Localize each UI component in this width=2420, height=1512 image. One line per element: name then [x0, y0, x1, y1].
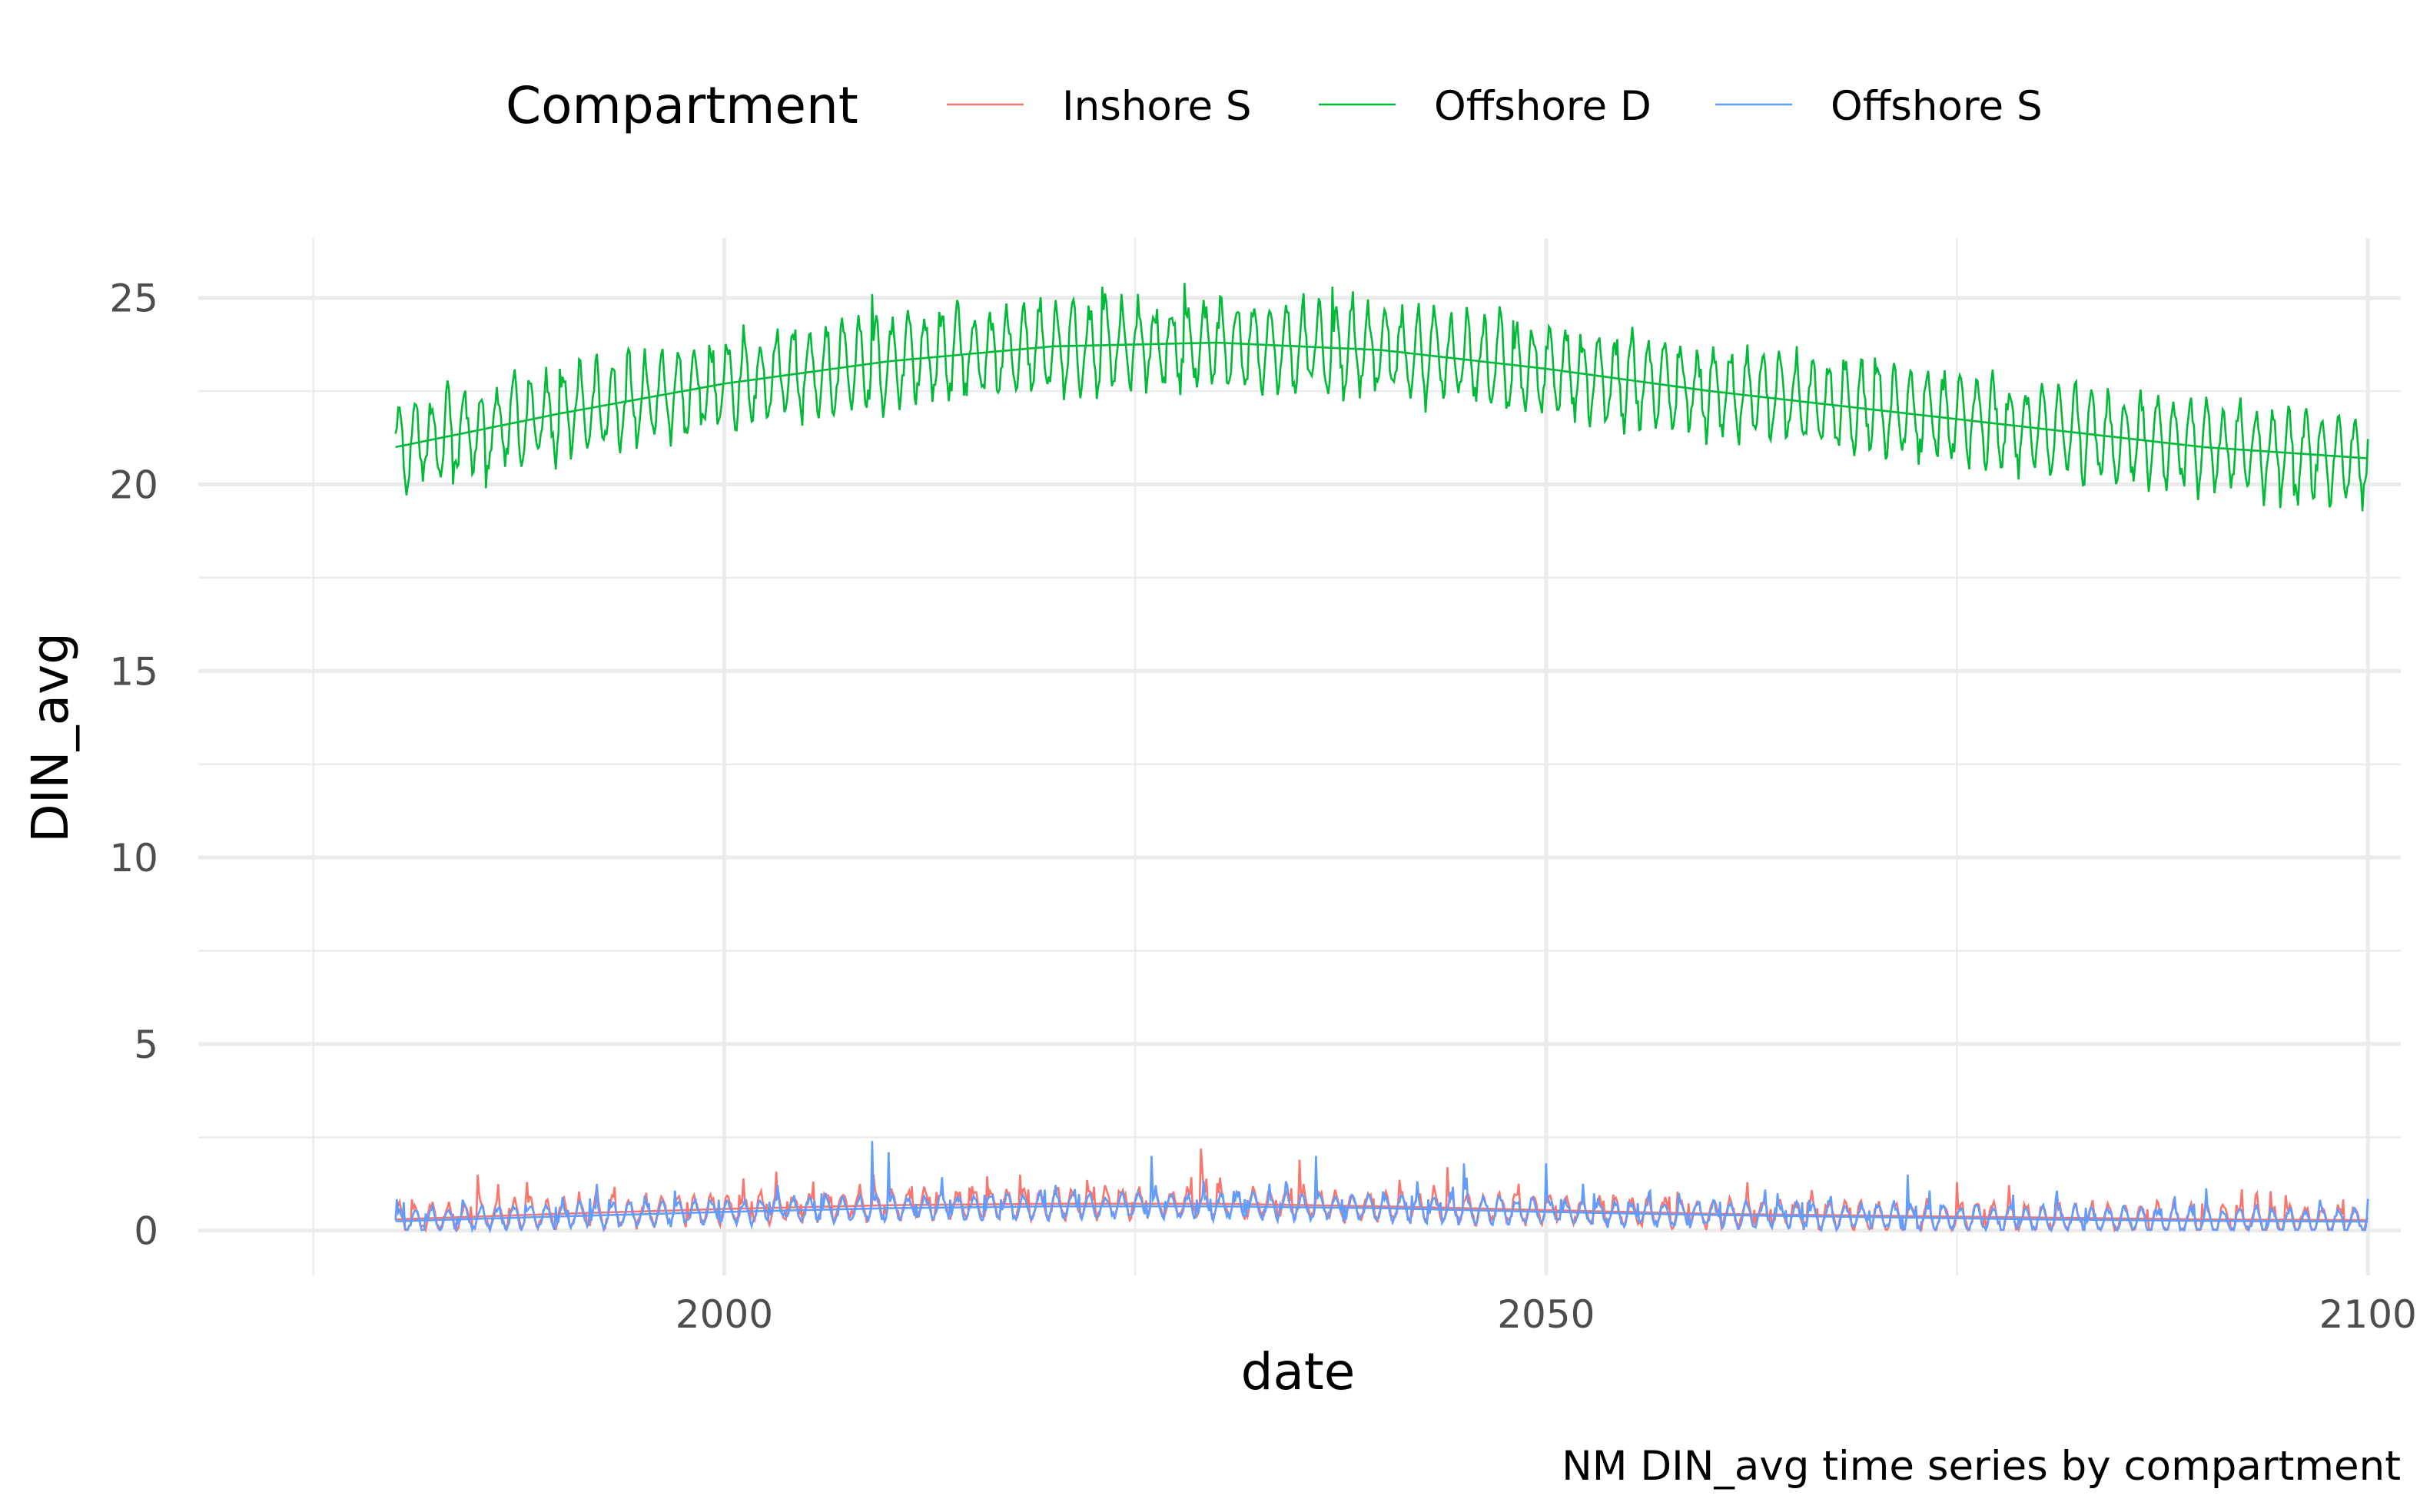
x-tick-labels: 2000 2050 2100	[676, 1292, 2417, 1337]
series-offshore-s	[394, 1141, 2369, 1234]
y-tick-label: 20	[109, 463, 158, 508]
y-axis-title: DIN_avg	[21, 632, 80, 843]
series-line	[394, 283, 2369, 512]
trend-line	[395, 1205, 2369, 1223]
caption: NM DIN_avg time series by compartment	[1562, 1443, 2401, 1490]
y-tick-label: 15	[109, 649, 158, 694]
trend-line	[395, 341, 2369, 459]
y-tick-labels: 0 5 10 15 20 25	[109, 277, 158, 1254]
series-line	[394, 1141, 2369, 1234]
legend-label: Offshore D	[1434, 83, 1652, 130]
y-tick-label: 5	[134, 1023, 158, 1067]
x-tick-label: 2050	[1497, 1292, 1595, 1337]
legend: Compartment Inshore S Offshore D Offshore …	[506, 76, 2043, 135]
y-tick-label: 25	[109, 277, 158, 321]
x-tick-label: 2100	[2319, 1292, 2417, 1337]
legend-label: Offshore S	[1831, 83, 2043, 130]
major-gridlines	[198, 238, 2401, 1275]
x-tick-label: 2000	[676, 1292, 773, 1337]
x-axis-title: date	[1241, 1342, 1356, 1401]
series-offshore-d	[394, 283, 2369, 512]
series-layer	[394, 283, 2369, 1234]
legend-title: Compartment	[506, 76, 858, 135]
y-tick-label: 10	[109, 836, 158, 880]
legend-label: Inshore S	[1062, 83, 1252, 130]
y-tick-label: 0	[134, 1209, 158, 1254]
